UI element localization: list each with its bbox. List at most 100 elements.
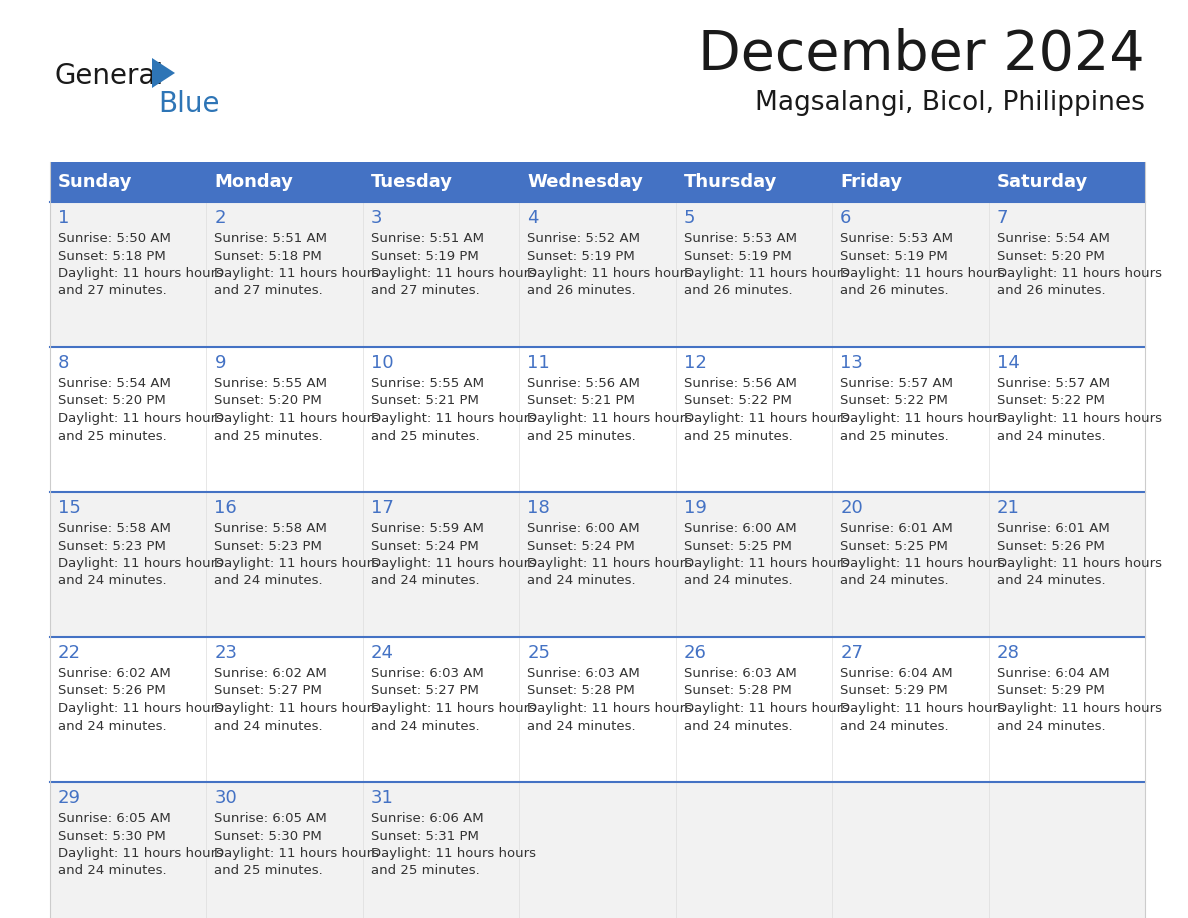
Text: Sunrise: 6:03 AM: Sunrise: 6:03 AM — [527, 667, 640, 680]
Text: Daylight: 11 hours hours: Daylight: 11 hours hours — [997, 412, 1162, 425]
Text: Thursday: Thursday — [684, 173, 777, 191]
Text: Daylight: 11 hours hours: Daylight: 11 hours hours — [58, 557, 223, 570]
Text: Daylight: 11 hours hours: Daylight: 11 hours hours — [58, 267, 223, 280]
Text: Sunrise: 6:04 AM: Sunrise: 6:04 AM — [997, 667, 1110, 680]
Text: 12: 12 — [684, 354, 707, 372]
Text: Sunrise: 6:03 AM: Sunrise: 6:03 AM — [684, 667, 796, 680]
Text: 28: 28 — [997, 644, 1019, 662]
Text: 29: 29 — [58, 789, 81, 807]
Bar — [50, 162, 1145, 202]
Text: Sunset: 5:20 PM: Sunset: 5:20 PM — [214, 395, 322, 408]
Text: Sunset: 5:26 PM: Sunset: 5:26 PM — [997, 540, 1105, 553]
Text: 30: 30 — [214, 789, 238, 807]
Text: and 24 minutes.: and 24 minutes. — [684, 720, 792, 733]
Text: Sunrise: 6:04 AM: Sunrise: 6:04 AM — [840, 667, 953, 680]
Text: Daylight: 11 hours hours: Daylight: 11 hours hours — [58, 412, 223, 425]
Text: and 24 minutes.: and 24 minutes. — [527, 575, 636, 588]
Text: Daylight: 11 hours hours: Daylight: 11 hours hours — [840, 267, 1005, 280]
Text: and 24 minutes.: and 24 minutes. — [214, 720, 323, 733]
Text: Sunrise: 6:02 AM: Sunrise: 6:02 AM — [214, 667, 327, 680]
Text: and 25 minutes.: and 25 minutes. — [371, 865, 480, 878]
Text: Sunrise: 5:54 AM: Sunrise: 5:54 AM — [997, 232, 1110, 245]
Text: 5: 5 — [684, 209, 695, 227]
Bar — [50, 202, 1145, 347]
Text: Sunset: 5:18 PM: Sunset: 5:18 PM — [214, 250, 322, 263]
Text: 17: 17 — [371, 499, 393, 517]
Text: Daylight: 11 hours hours: Daylight: 11 hours hours — [684, 557, 848, 570]
Text: 20: 20 — [840, 499, 862, 517]
Text: Sunrise: 5:53 AM: Sunrise: 5:53 AM — [840, 232, 953, 245]
Text: and 25 minutes.: and 25 minutes. — [840, 430, 949, 442]
Text: December 2024: December 2024 — [699, 28, 1145, 82]
Text: 22: 22 — [58, 644, 81, 662]
Text: 15: 15 — [58, 499, 81, 517]
Text: Sunrise: 5:57 AM: Sunrise: 5:57 AM — [840, 377, 953, 390]
Text: Sunrise: 5:56 AM: Sunrise: 5:56 AM — [684, 377, 797, 390]
Text: Sunset: 5:29 PM: Sunset: 5:29 PM — [997, 685, 1105, 698]
Text: Sunset: 5:28 PM: Sunset: 5:28 PM — [527, 685, 636, 698]
Text: 26: 26 — [684, 644, 707, 662]
Text: 21: 21 — [997, 499, 1019, 517]
Text: and 25 minutes.: and 25 minutes. — [684, 430, 792, 442]
Text: and 24 minutes.: and 24 minutes. — [684, 575, 792, 588]
Text: Daylight: 11 hours hours: Daylight: 11 hours hours — [997, 267, 1162, 280]
Text: 14: 14 — [997, 354, 1019, 372]
Text: Sunset: 5:23 PM: Sunset: 5:23 PM — [58, 540, 166, 553]
Text: Sunrise: 6:05 AM: Sunrise: 6:05 AM — [214, 812, 327, 825]
Text: Sunset: 5:31 PM: Sunset: 5:31 PM — [371, 830, 479, 843]
Text: Daylight: 11 hours hours: Daylight: 11 hours hours — [840, 412, 1005, 425]
Text: and 24 minutes.: and 24 minutes. — [58, 720, 166, 733]
Text: and 27 minutes.: and 27 minutes. — [58, 285, 166, 297]
Text: 18: 18 — [527, 499, 550, 517]
Text: and 25 minutes.: and 25 minutes. — [58, 430, 166, 442]
Text: 24: 24 — [371, 644, 394, 662]
Text: Saturday: Saturday — [997, 173, 1088, 191]
Text: Daylight: 11 hours hours: Daylight: 11 hours hours — [840, 557, 1005, 570]
Text: 11: 11 — [527, 354, 550, 372]
Text: Sunset: 5:19 PM: Sunset: 5:19 PM — [684, 250, 791, 263]
Text: and 26 minutes.: and 26 minutes. — [684, 285, 792, 297]
Text: Sunrise: 5:55 AM: Sunrise: 5:55 AM — [214, 377, 328, 390]
Text: 8: 8 — [58, 354, 69, 372]
Text: 2: 2 — [214, 209, 226, 227]
Text: Sunrise: 5:55 AM: Sunrise: 5:55 AM — [371, 377, 484, 390]
Text: and 24 minutes.: and 24 minutes. — [997, 720, 1105, 733]
Text: Sunset: 5:19 PM: Sunset: 5:19 PM — [371, 250, 479, 263]
Text: and 26 minutes.: and 26 minutes. — [840, 285, 949, 297]
Text: Daylight: 11 hours hours: Daylight: 11 hours hours — [371, 847, 536, 860]
Bar — [50, 347, 1145, 492]
Text: Daylight: 11 hours hours: Daylight: 11 hours hours — [214, 557, 379, 570]
Text: Sunset: 5:22 PM: Sunset: 5:22 PM — [997, 395, 1105, 408]
Text: Sunrise: 5:56 AM: Sunrise: 5:56 AM — [527, 377, 640, 390]
Text: Magsalangi, Bicol, Philippines: Magsalangi, Bicol, Philippines — [756, 90, 1145, 116]
Text: Daylight: 11 hours hours: Daylight: 11 hours hours — [997, 702, 1162, 715]
Text: Daylight: 11 hours hours: Daylight: 11 hours hours — [684, 702, 848, 715]
Text: Sunset: 5:22 PM: Sunset: 5:22 PM — [684, 395, 791, 408]
Text: Sunrise: 6:00 AM: Sunrise: 6:00 AM — [527, 522, 640, 535]
Text: 9: 9 — [214, 354, 226, 372]
Text: Sunrise: 6:02 AM: Sunrise: 6:02 AM — [58, 667, 171, 680]
Text: Sunset: 5:19 PM: Sunset: 5:19 PM — [527, 250, 636, 263]
Text: Daylight: 11 hours hours: Daylight: 11 hours hours — [527, 412, 693, 425]
Text: 31: 31 — [371, 789, 393, 807]
Text: 1: 1 — [58, 209, 69, 227]
Text: Sunrise: 5:54 AM: Sunrise: 5:54 AM — [58, 377, 171, 390]
Text: Sunrise: 5:50 AM: Sunrise: 5:50 AM — [58, 232, 171, 245]
Text: Sunset: 5:22 PM: Sunset: 5:22 PM — [840, 395, 948, 408]
Text: Daylight: 11 hours hours: Daylight: 11 hours hours — [214, 702, 379, 715]
Text: and 24 minutes.: and 24 minutes. — [997, 575, 1105, 588]
Text: Daylight: 11 hours hours: Daylight: 11 hours hours — [371, 412, 536, 425]
Bar — [50, 492, 1145, 637]
Text: Sunset: 5:21 PM: Sunset: 5:21 PM — [527, 395, 636, 408]
Text: and 27 minutes.: and 27 minutes. — [371, 285, 480, 297]
Text: and 25 minutes.: and 25 minutes. — [371, 430, 480, 442]
Text: 6: 6 — [840, 209, 852, 227]
Text: Sunset: 5:20 PM: Sunset: 5:20 PM — [997, 250, 1105, 263]
Text: Daylight: 11 hours hours: Daylight: 11 hours hours — [527, 557, 693, 570]
Text: Sunset: 5:27 PM: Sunset: 5:27 PM — [371, 685, 479, 698]
Text: and 24 minutes.: and 24 minutes. — [997, 430, 1105, 442]
Text: Daylight: 11 hours hours: Daylight: 11 hours hours — [371, 267, 536, 280]
Text: 23: 23 — [214, 644, 238, 662]
Text: and 24 minutes.: and 24 minutes. — [58, 575, 166, 588]
Text: Daylight: 11 hours hours: Daylight: 11 hours hours — [997, 557, 1162, 570]
